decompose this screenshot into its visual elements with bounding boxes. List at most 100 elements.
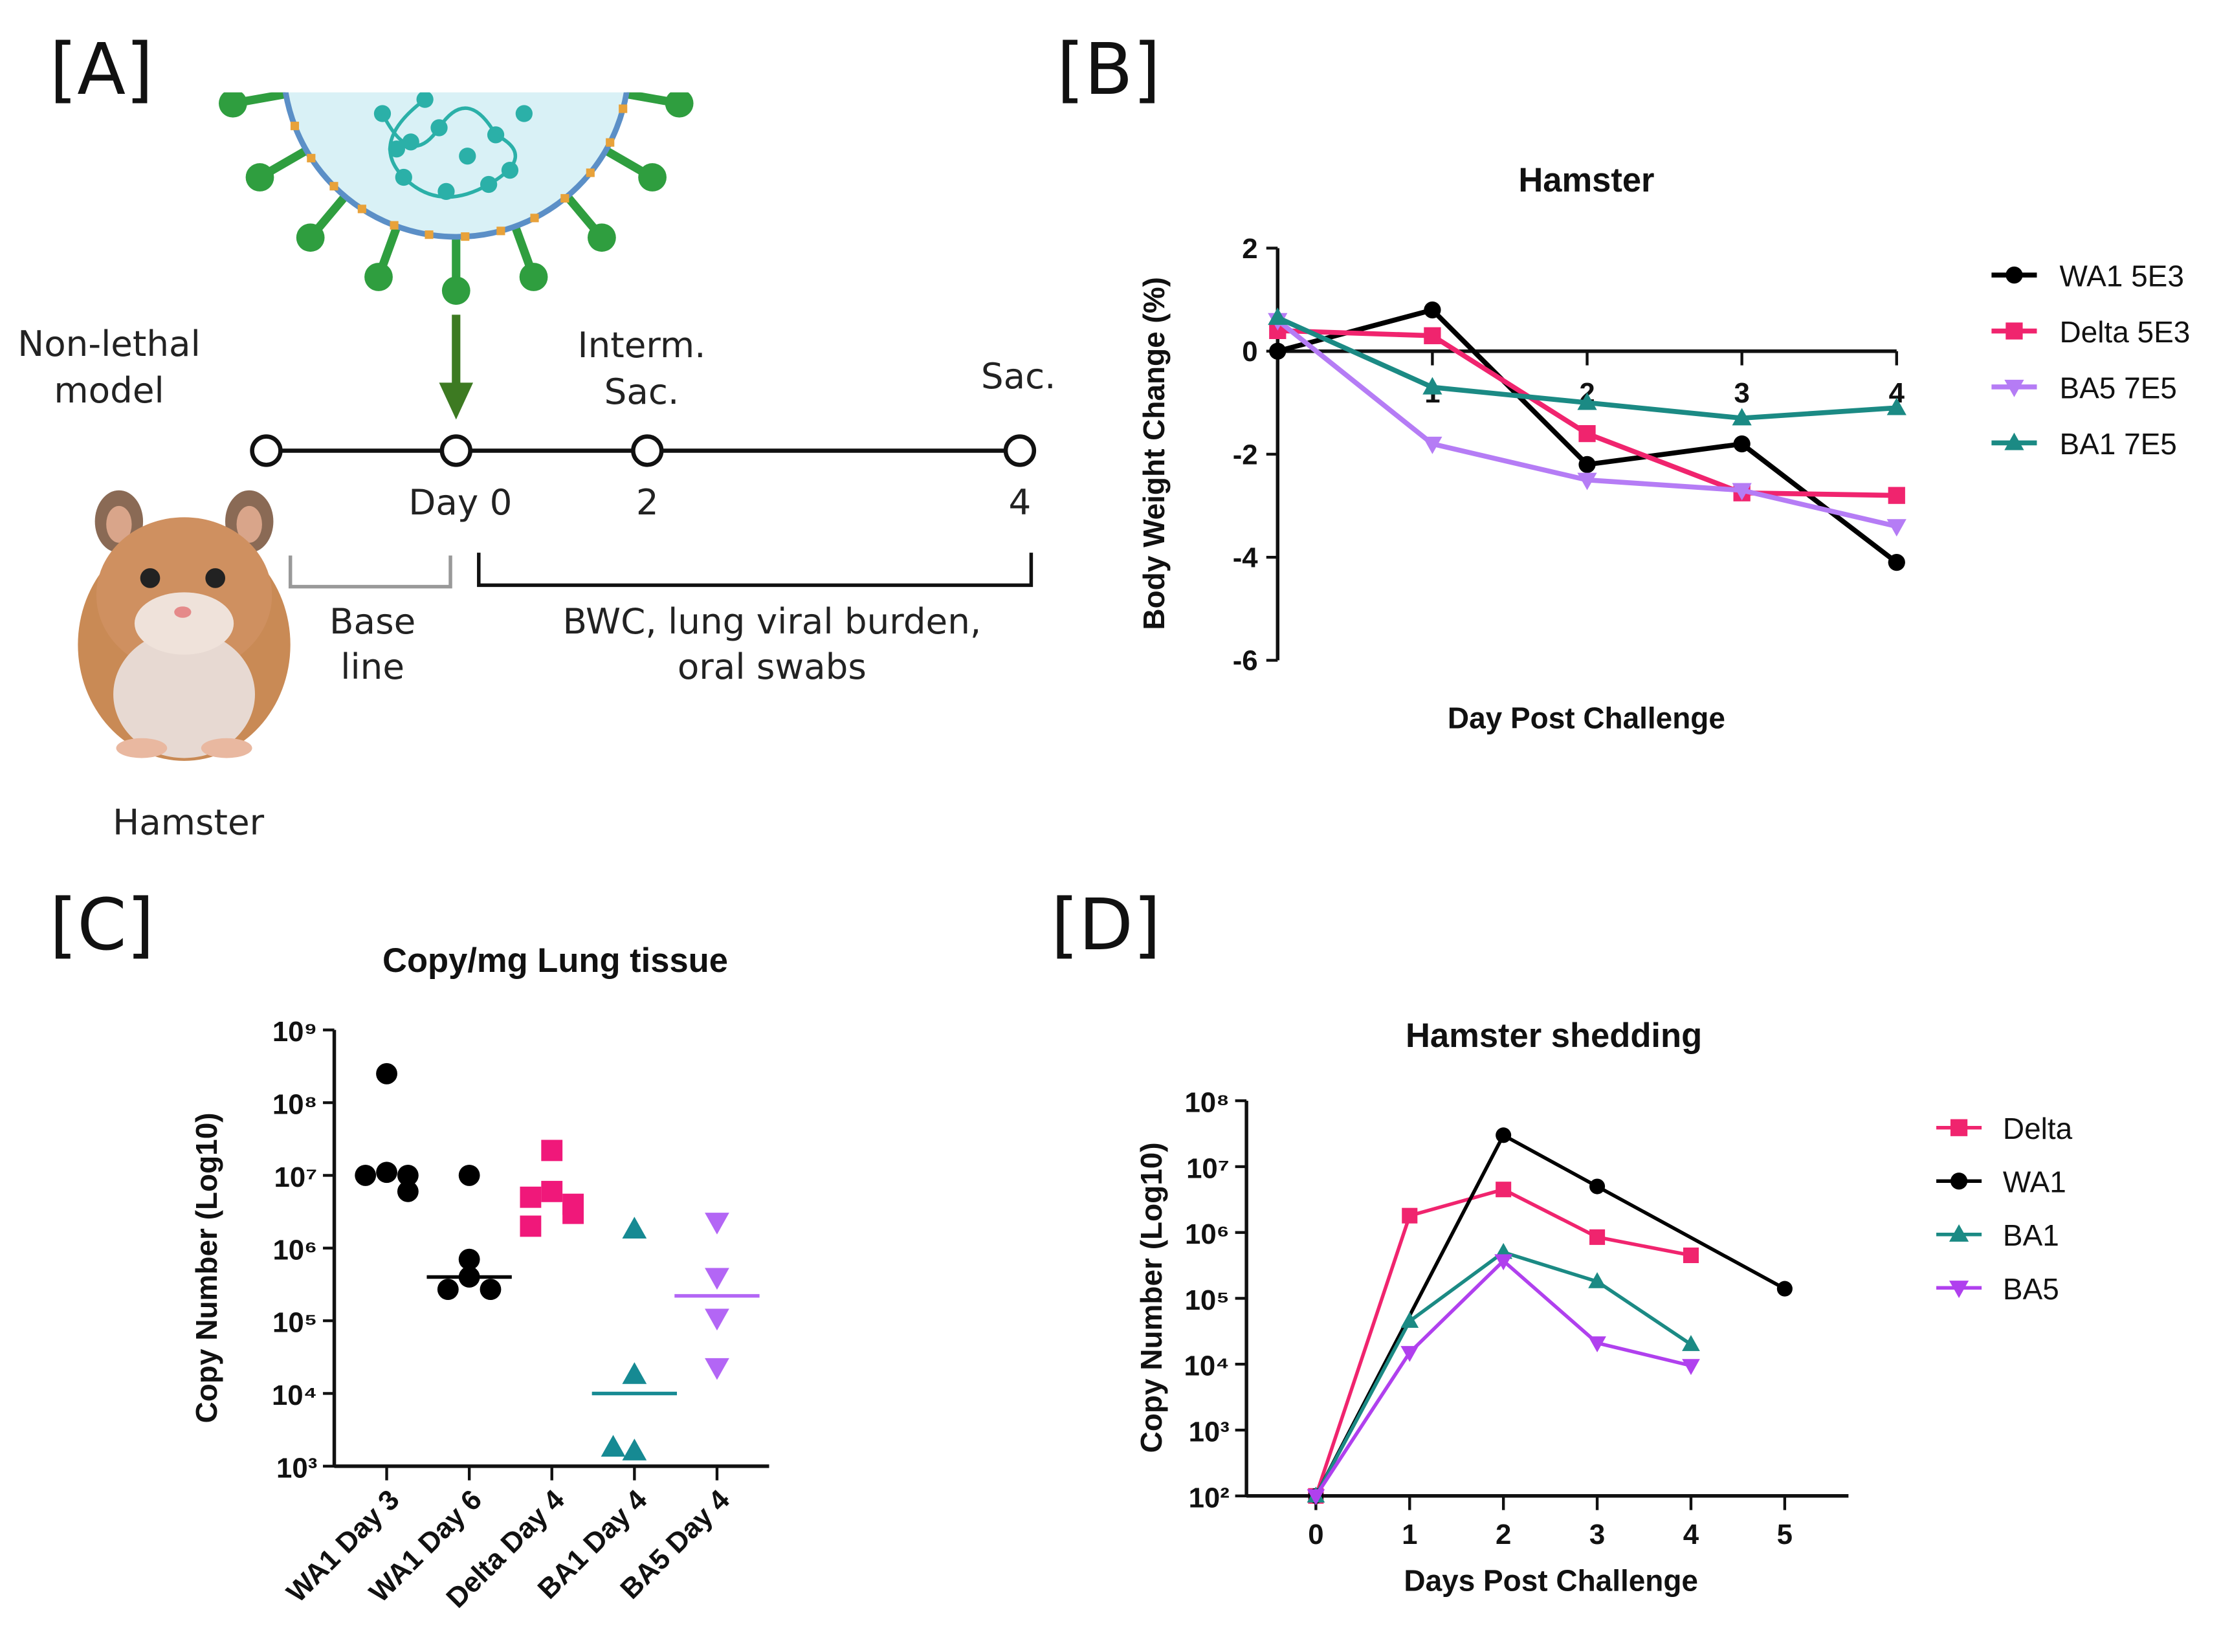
data-point bbox=[1682, 1335, 1700, 1351]
data-point bbox=[1400, 1346, 1419, 1362]
data-point bbox=[1422, 377, 1442, 395]
series-line bbox=[1314, 1132, 1786, 1497]
panel-label-b: [B] bbox=[1057, 28, 1160, 111]
panel-a-schematic: Non-lethal model Interm. Sac. Sac. Day 0… bbox=[17, 92, 1056, 843]
y-tick-label: -2 bbox=[1233, 439, 1258, 470]
data-point bbox=[1888, 487, 1905, 504]
data-point bbox=[705, 1358, 729, 1380]
timeline-tick-day0: Day 0 bbox=[408, 481, 512, 523]
panel-label-c: [C] bbox=[50, 883, 155, 966]
x-tick-label: 3 bbox=[1589, 1519, 1605, 1550]
legend-item: BA5 bbox=[1936, 1272, 2059, 1306]
data-point bbox=[1494, 1254, 1513, 1271]
series-line bbox=[1314, 1258, 1692, 1497]
virus-icon bbox=[219, 92, 694, 305]
baseline-label-line1: Base bbox=[329, 600, 415, 642]
legend-item: BA1 bbox=[1936, 1218, 2059, 1252]
y-tick-label: -6 bbox=[1233, 645, 1258, 677]
legend-marker bbox=[1949, 1224, 1969, 1242]
data-point bbox=[1577, 472, 1597, 490]
data-point bbox=[1268, 307, 1288, 325]
legend-item: WA1 5E3 bbox=[1991, 259, 2184, 293]
legend-label: WA1 bbox=[2003, 1165, 2066, 1199]
y-tick-label: 10⁷ bbox=[274, 1162, 318, 1193]
panel-label-d: [D] bbox=[1051, 883, 1161, 966]
chart-title: Hamster bbox=[1518, 161, 1654, 199]
y-tick-label: 10⁴ bbox=[1184, 1350, 1230, 1382]
y-tick-label: 10⁵ bbox=[272, 1307, 317, 1339]
y-axis-label: Copy Number (Log10) bbox=[190, 1112, 223, 1423]
virus-protein bbox=[329, 182, 338, 191]
data-point bbox=[1578, 456, 1596, 474]
data-point bbox=[1578, 424, 1596, 443]
data-point bbox=[541, 1180, 563, 1202]
data-point bbox=[1588, 1336, 1606, 1352]
virus-protein bbox=[586, 168, 595, 177]
data-point bbox=[622, 1362, 647, 1384]
legend-label: BA5 7E5 bbox=[2059, 371, 2176, 404]
virus-protein bbox=[390, 221, 399, 230]
data-point bbox=[1402, 1207, 1418, 1224]
group-wa1-day-6 bbox=[426, 1164, 512, 1301]
data-point bbox=[1776, 1281, 1793, 1297]
model-label-line1: Non-lethal bbox=[17, 323, 201, 364]
series-ba5-7e5 bbox=[1268, 313, 1906, 537]
y-tick-label: 10⁸ bbox=[272, 1089, 317, 1121]
series-line bbox=[1314, 1187, 1692, 1497]
y-tick-label: 10² bbox=[1189, 1482, 1230, 1514]
legend-item: BA5 7E5 bbox=[1991, 371, 2177, 404]
virus-protein bbox=[425, 230, 434, 239]
virus-protein bbox=[530, 214, 539, 223]
y-axis-label: Body Weight Change (%) bbox=[1137, 277, 1171, 630]
legend-marker bbox=[2006, 322, 2023, 340]
data-point bbox=[1732, 483, 1752, 501]
data-point bbox=[520, 1215, 542, 1237]
y-tick-label: 10³ bbox=[1189, 1416, 1230, 1448]
data-point bbox=[397, 1180, 419, 1202]
x-axis-label: Days Post Challenge bbox=[1404, 1563, 1698, 1597]
arrow-down-icon bbox=[439, 314, 474, 420]
data-point bbox=[1886, 397, 1906, 415]
virus-spike-head bbox=[519, 263, 548, 291]
baseline-label-line2: line bbox=[340, 646, 404, 687]
y-tick-label: 10³ bbox=[276, 1452, 317, 1484]
x-axis-label: Day Post Challenge bbox=[1448, 701, 1725, 734]
legend-label: WA1 5E3 bbox=[2059, 259, 2183, 293]
y-axis-label: Copy Number (Log10) bbox=[1134, 1142, 1168, 1453]
legend-item: Delta 5E3 bbox=[1991, 315, 2190, 349]
series-ba1-7e5 bbox=[1268, 307, 1906, 426]
data-point bbox=[1400, 1312, 1419, 1328]
data-point bbox=[1683, 1247, 1699, 1264]
data-point bbox=[397, 1164, 419, 1186]
series-line bbox=[1314, 1250, 1692, 1497]
virus-spike-head bbox=[219, 92, 247, 118]
chart-lung-copy: Copy/mg Lung tissue 10³ 10⁴ 10⁵ 10⁶ 10⁷ 10⁸ 10⁹… bbox=[190, 942, 769, 1614]
data-point bbox=[1589, 1229, 1606, 1245]
virus-protein bbox=[560, 193, 569, 203]
y-tick-label: 10⁴ bbox=[272, 1380, 317, 1411]
data-point bbox=[1589, 1178, 1606, 1195]
rna-bead bbox=[459, 148, 476, 165]
y-tick-label: 10⁶ bbox=[1185, 1218, 1230, 1250]
timeline-tick-2: 2 bbox=[636, 481, 659, 523]
data-point bbox=[705, 1308, 729, 1331]
hamster-icon bbox=[78, 490, 291, 761]
data-point bbox=[1886, 519, 1906, 537]
data-point bbox=[458, 1164, 480, 1186]
virus-protein bbox=[606, 138, 615, 147]
chart-title: Hamster shedding bbox=[1406, 1017, 1702, 1055]
y-tick-label: 2 bbox=[1242, 233, 1257, 265]
x-tick-label: 5 bbox=[1777, 1519, 1793, 1550]
data-point bbox=[541, 1140, 563, 1162]
data-point bbox=[1733, 435, 1751, 453]
data-point bbox=[376, 1063, 397, 1085]
legend-marker bbox=[1950, 1119, 1968, 1136]
series-wa1-5e3 bbox=[1269, 301, 1905, 571]
legend-item: Delta bbox=[1936, 1112, 2073, 1145]
y-tick-label: 10⁹ bbox=[272, 1016, 317, 1048]
data-point bbox=[562, 1202, 584, 1224]
data-point bbox=[1577, 392, 1597, 410]
baseline-bracket bbox=[288, 555, 452, 589]
legend-label: BA1 7E5 bbox=[2059, 427, 2176, 461]
virus-spike-head bbox=[441, 276, 470, 305]
